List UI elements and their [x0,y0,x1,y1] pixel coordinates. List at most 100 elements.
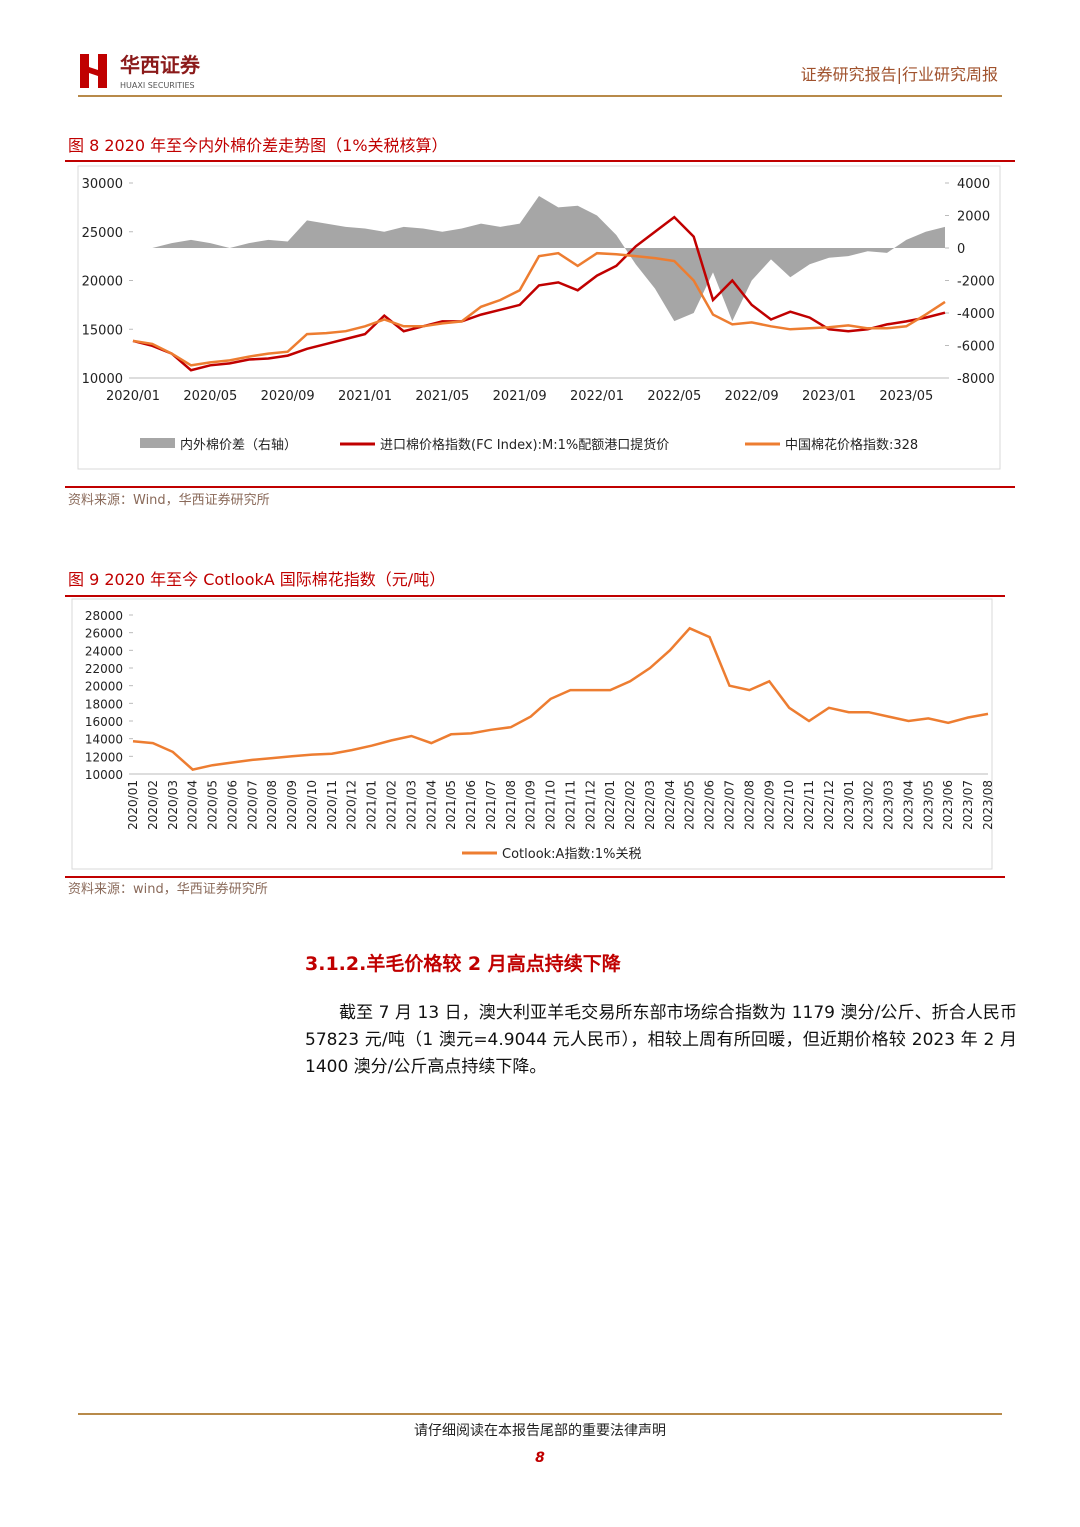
x-tick-label: 2022/01 [603,780,617,830]
x-tick-label: 2020/01 [126,780,140,830]
logo-bar [80,54,89,88]
line [132,215,946,372]
x-tick-label: 2023/01 [842,780,856,830]
y2-tick-label: -4000 [957,307,995,322]
x-tick-label: 2022/10 [782,780,796,830]
y-tick-label: 26000 [85,627,123,641]
paragraph: 截至 7 月 13 日，澳大利亚羊毛交易所东部市场综合指数为 1179 澳分/公… [305,1003,1017,1077]
y-tick-label: 14000 [85,733,123,747]
disclaimer: 请仔细阅读在本报告尾部的重要法律声明 [414,1422,666,1439]
x-tick-label: 2020/12 [345,780,359,830]
x-tick-label: 2022/05 [683,780,697,830]
x-tick-label: 2020/05 [206,780,220,830]
x-tick-label: 2023/01 [802,389,856,404]
y-tick-label: 25000 [82,226,123,241]
y-tick-label: 16000 [85,715,123,729]
y2-tick-label: -8000 [957,372,995,387]
x-tick-label: 2022/05 [647,389,701,404]
x-tick-label: 2023/05 [921,780,935,830]
x-tick-label: 2021/12 [583,780,597,830]
x-tick-label: 2020/07 [245,780,259,830]
legend-swatch [140,438,175,448]
x-tick-label: 2021/01 [338,389,392,404]
x-tick-label: 2023/03 [882,780,896,830]
figure-title: 图 8 2020 年至今内外棉价差走势图（1%关税核算） [68,136,448,155]
legend-label: 内外棉价差（右轴） [180,437,297,453]
x-tick-label: 2020/01 [106,389,160,404]
figure-source: 资料来源：Wind，华西证券研究所 [68,492,270,508]
brand-en: HUAXI SECURITIES [120,81,195,90]
section-heading: 3.1.2.羊毛价格较 2 月高点持续下降 [305,952,622,975]
x-tick-label: 2022/01 [570,389,624,404]
y2-tick-label: -2000 [957,275,995,290]
x-tick-label: 2022/07 [723,780,737,830]
x-tick-label: 2023/08 [981,780,995,830]
brand: 华西证券 [120,53,201,77]
x-tick-label: 2022/11 [802,780,816,830]
line [132,626,989,771]
x-tick-label: 2021/02 [384,780,398,830]
x-tick-label: 2023/02 [862,780,876,830]
chart-frame [71,598,993,870]
y-tick-label: 20000 [85,680,123,694]
x-tick-label: 2022/09 [725,389,779,404]
x-tick-label: 2023/07 [961,780,975,830]
x-tick-label: 2020/06 [225,780,239,830]
y-tick-label: 22000 [85,662,123,676]
logo-bar [98,54,107,88]
x-tick-label: 2022/03 [643,780,657,830]
y2-tick-label: -6000 [957,340,995,355]
x-tick-label: 2020/04 [186,780,200,830]
y2-tick-label: 0 [957,242,965,257]
x-tick-label: 2023/05 [879,389,933,404]
figure-source: 资料来源：wind，华西证券研究所 [68,881,268,897]
y-tick-label: 12000 [85,750,123,764]
area [133,196,945,322]
x-tick-label: 2023/04 [901,780,915,830]
x-tick-label: 2021/03 [404,780,418,830]
x-tick-label: 2020/08 [265,780,279,830]
y-tick-label: 28000 [85,609,123,623]
chart-frame [77,165,1001,470]
y-tick-label: 20000 [82,275,123,290]
y-tick-label: 18000 [85,697,123,711]
line [132,251,946,367]
y-tick-label: 10000 [85,768,123,782]
y-tick-label: 15000 [82,323,123,338]
x-tick-label: 2020/03 [166,780,180,830]
x-tick-label: 2020/09 [261,389,315,404]
x-tick-label: 2023/06 [941,780,955,830]
x-tick-label: 2021/08 [504,780,518,830]
x-tick-label: 2020/02 [146,780,160,830]
x-tick-label: 2022/02 [623,780,637,830]
x-tick-label: 2021/10 [544,780,558,830]
x-tick-label: 2022/04 [663,780,677,830]
y2-tick-label: 4000 [957,177,990,192]
logo-mark [86,66,104,78]
legend-label: Cotlook:A指数:1%关税 [502,847,641,862]
y2-tick-label: 2000 [957,210,990,225]
report-type: 证券研究报告|行业研究周报 [801,65,998,84]
x-tick-label: 2020/10 [305,780,319,830]
legend-label: 中国棉花价格指数:328 [785,437,918,453]
x-tick-label: 2021/06 [464,780,478,830]
x-tick-label: 2022/08 [742,780,756,830]
y-tick-label: 10000 [82,372,123,387]
x-tick-label: 2021/05 [415,389,469,404]
x-tick-label: 2021/09 [493,389,547,404]
x-tick-label: 2021/07 [484,780,498,830]
x-tick-label: 2021/05 [444,780,458,830]
y-tick-label: 24000 [85,644,123,658]
x-tick-label: 2020/09 [285,780,299,830]
y-tick-label: 30000 [82,177,123,192]
legend-label: 进口棉价格指数(FC Index):M:1%配额港口提货价 [380,437,669,453]
x-tick-label: 2021/04 [424,780,438,830]
x-tick-label: 2020/11 [325,780,339,830]
x-tick-label: 2021/09 [524,780,538,830]
x-tick-label: 2022/12 [822,780,836,830]
page-number: 8 [535,1450,545,1466]
x-tick-label: 2021/11 [563,780,577,830]
x-tick-label: 2022/09 [762,780,776,830]
